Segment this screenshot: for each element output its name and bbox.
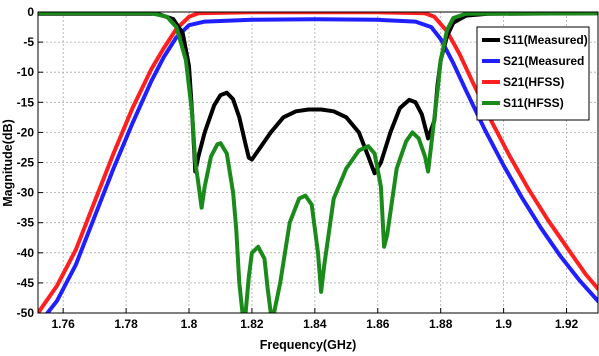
x-tick-label: 1.78 [114,317,138,331]
y-tick-label: -35 [17,216,35,230]
legend-label-2: S21(HFSS) [503,75,564,89]
y-tick-label: -40 [17,246,35,260]
series-lines [38,12,598,313]
legend: S11(Measured) S21(Measured S21(HFSS) S11(HF… [476,26,590,121]
x-tick-label: 1.88 [429,317,453,331]
y-axis-title: Magnitude(dB) [1,119,15,206]
y-tick-label: -50 [17,306,35,320]
x-tick-label: 1.8 [181,317,198,331]
legend-label-1: S21(Measured [503,54,584,68]
legend-label-0: S11(Measured) [503,33,588,47]
y-tick-label: -20 [17,125,35,139]
plot-frame [37,11,599,314]
legend-label-3: S11(HFSS) [503,96,564,110]
y-tick-label: -45 [17,276,35,290]
x-tick-label: 1.82 [240,317,264,331]
x-axis-title: Frequency(GHz) [260,338,357,352]
series-line-1 [44,17,598,313]
x-axis-ticks: 1.76 1.78 1.8 1.82 1.84 1.86 1.88 1.9 1.92 [51,308,579,331]
y-axis-ticks: 0 -5 -10 -15 -20 -25 -30 -35 -40 -45 -50 [17,5,43,320]
series-line-3 [38,12,598,313]
y-tick-label: 0 [27,5,34,19]
x-tick-label: 1.76 [51,317,75,331]
y-tick-label: -30 [17,186,35,200]
x-tick-label: 1.92 [555,317,579,331]
y-tick-label: -15 [17,95,35,109]
x-tick-label: 1.84 [303,317,327,331]
y-tick-label: -25 [17,156,35,170]
x-tick-label: 1.9 [495,317,512,331]
y-tick-label: -5 [23,35,34,49]
x-tick-label: 1.86 [366,317,390,331]
y-tick-label: -10 [17,65,35,79]
